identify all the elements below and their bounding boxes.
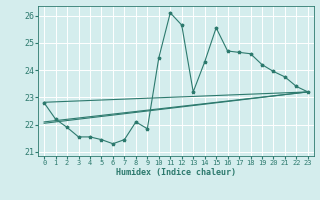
X-axis label: Humidex (Indice chaleur): Humidex (Indice chaleur) (116, 168, 236, 177)
